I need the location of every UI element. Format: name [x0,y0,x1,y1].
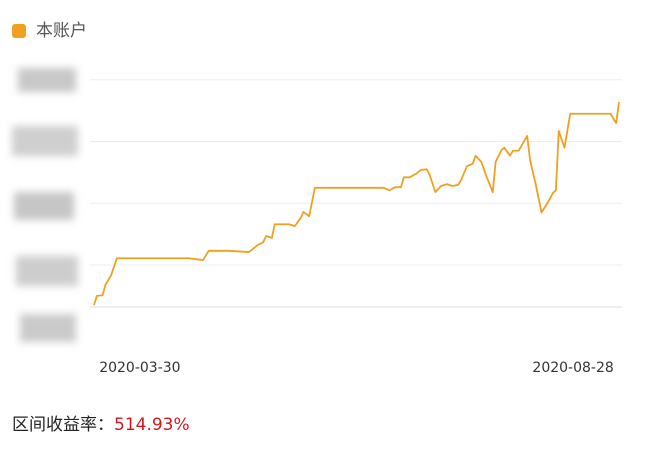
summary-label: 区间收益率： [12,415,114,435]
legend-swatch [12,24,26,38]
blurred-y-labels [12,68,78,342]
legend-label: 本账户 [36,21,87,41]
x-tick-label: 2020-08-28 [532,360,613,376]
summary: 区间收益率：514.93% [12,415,190,435]
summary-value: 514.93% [114,415,190,435]
x-tick-label: 2020-03-30 [99,360,180,376]
series-line [93,101,620,306]
